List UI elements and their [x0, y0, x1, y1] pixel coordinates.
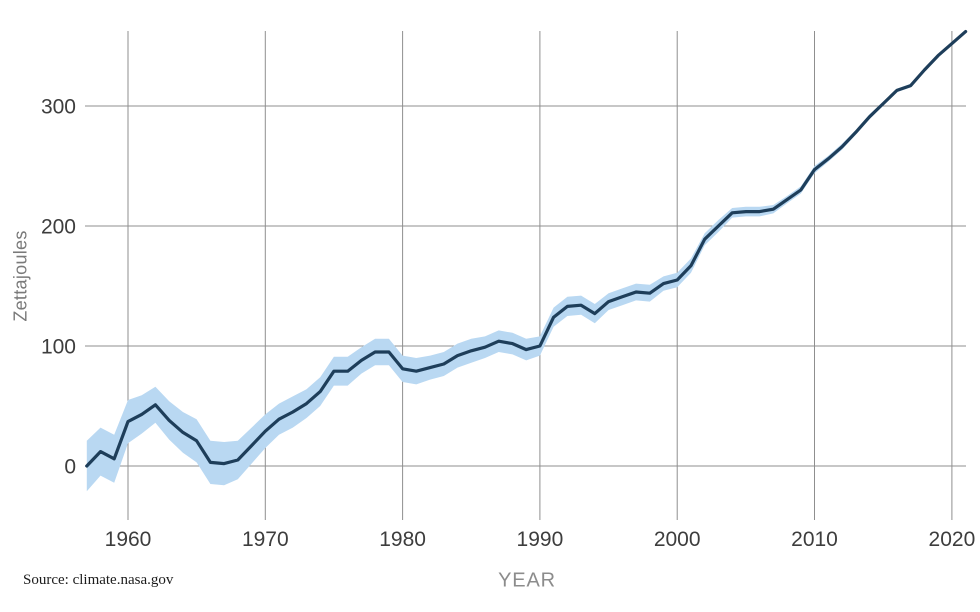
- y-axis-label: Zettajoules: [10, 230, 31, 322]
- x-tick-label: 1980: [379, 528, 426, 551]
- y-tick-label: 100: [41, 336, 76, 359]
- x-tick-label: 1960: [105, 528, 152, 551]
- y-tick-label: 0: [64, 456, 76, 479]
- source-note: Source: climate.nasa.gov: [23, 572, 174, 588]
- y-tick-label: 300: [41, 96, 76, 119]
- x-tick-label: 1990: [517, 528, 564, 551]
- x-tick-label: 2000: [654, 528, 701, 551]
- x-tick-label: 1970: [242, 528, 289, 551]
- x-tick-label: 2010: [791, 528, 838, 551]
- x-tick-label: 2020: [929, 528, 976, 551]
- uncertainty-band: [86, 30, 966, 492]
- y-tick-label: 200: [41, 216, 76, 239]
- ocean-heat-line: [85, 30, 968, 468]
- x-axis-label: YEAR: [498, 569, 556, 592]
